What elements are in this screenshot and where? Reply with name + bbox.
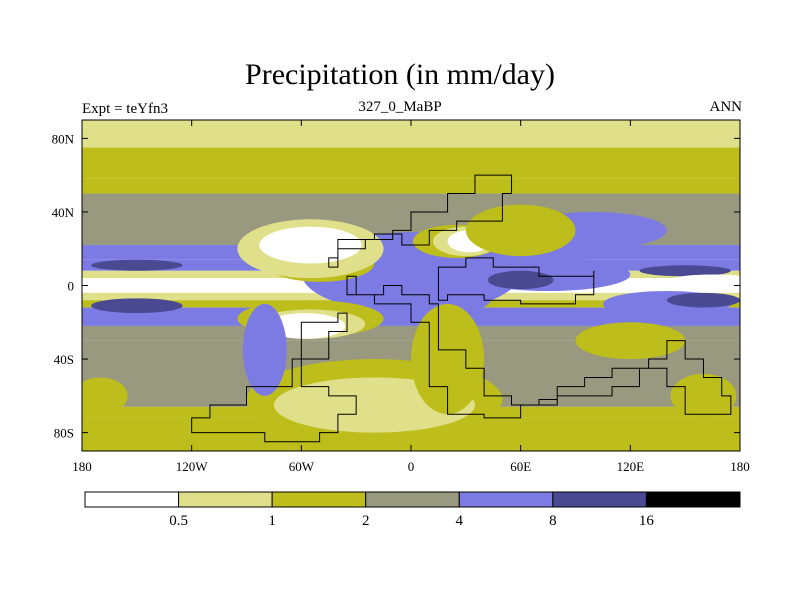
x-tick-label: 180 — [730, 459, 750, 474]
y-tick-label: 0 — [68, 279, 75, 294]
precip-region-23 — [465, 204, 576, 257]
precip-region-20 — [91, 259, 183, 271]
precip-region-19 — [91, 298, 183, 314]
precip-region-24 — [666, 274, 740, 290]
colorbar-swatch-5 — [552, 491, 647, 508]
time-label: 327_0_MaBP — [358, 99, 442, 115]
colorbar-level-label: 1 — [268, 513, 276, 529]
y-tick-label: 40N — [52, 205, 75, 220]
experiment-label: Expt = teYfn3 — [82, 101, 168, 117]
colorbar: 0.5 1 2 4 8 16 — [84, 491, 741, 529]
colorbar-swatch-4 — [458, 491, 554, 508]
precip-band-2 — [82, 178, 740, 194]
precip-region-3 — [487, 270, 554, 290]
colorbar-swatch-3 — [365, 491, 460, 508]
x-tick-label: 180 — [72, 459, 92, 474]
colorbar-level-label: 8 — [549, 513, 557, 529]
plot-area — [82, 120, 740, 451]
x-tick-label: 120E — [617, 459, 645, 474]
y-tick-label: 80S — [54, 426, 74, 441]
axes: 180 120W 60W 0 60E 120E 180 80N 40N 0 40S 80S — [52, 120, 750, 474]
colorbar-level-label: 0.5 — [169, 513, 188, 529]
colorbar-level-label: 4 — [456, 513, 464, 529]
x-tick-label: 60W — [289, 459, 315, 474]
continent-outline-1 — [346, 275, 732, 419]
colorbar-swatch-2 — [271, 491, 367, 508]
precip-region-18 — [666, 292, 740, 308]
y-tick-label: 40S — [54, 352, 74, 367]
colorbar-swatch-1 — [178, 491, 273, 508]
precip-band-1 — [82, 147, 740, 179]
x-tick-label: 0 — [408, 459, 415, 474]
precip-region-7 — [259, 226, 362, 264]
x-tick-label: 60E — [510, 459, 531, 474]
precip-region-26 — [242, 303, 287, 396]
colorbar-level-label: 2 — [362, 513, 370, 529]
precip-region-25 — [82, 279, 156, 292]
precip-region-27 — [670, 373, 737, 418]
precip-region-2 — [465, 257, 631, 292]
continent-outline-2 — [437, 257, 595, 305]
season-label: ANN — [709, 99, 743, 115]
colorbar-swatch-0 — [84, 491, 180, 508]
y-tick-label: 80N — [52, 131, 75, 146]
precip-region-28 — [82, 377, 128, 415]
colorbar-swatch-6 — [645, 491, 741, 508]
precip-region-22 — [575, 322, 686, 360]
colorbar-level-label: 16 — [639, 513, 655, 529]
x-tick-label: 120W — [176, 459, 209, 474]
continent-outline-3 — [191, 312, 357, 443]
chart-title: Precipitation (in mm/day) — [245, 58, 555, 91]
precip-region-21 — [639, 265, 731, 277]
continent-outline-0 — [328, 174, 513, 268]
